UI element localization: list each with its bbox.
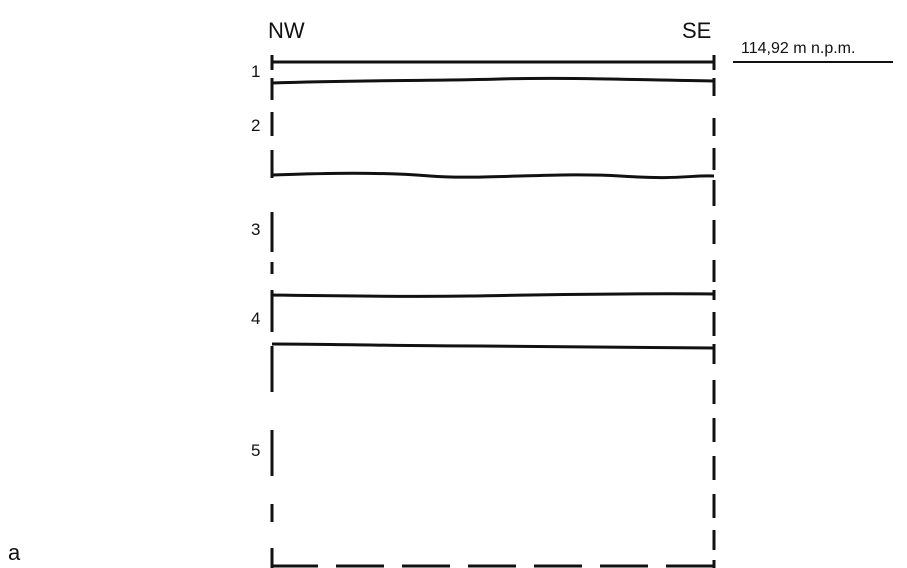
layer-boundary-1-2 — [271, 76, 715, 85]
layer-number-4: 4 — [251, 309, 260, 328]
elevation-label: 114,92 m n.p.m. — [741, 40, 855, 57]
layer-boundary-4-5 — [271, 342, 715, 350]
direction-label-se: SE — [682, 18, 711, 43]
panel-label: a — [8, 540, 21, 565]
layer-number-3: 3 — [251, 220, 260, 239]
layer-number-1: 1 — [251, 62, 260, 81]
layer-boundary-3-4 — [271, 292, 715, 298]
layer-boundary-2-3 — [271, 171, 715, 180]
direction-label-nw: NW — [268, 18, 305, 43]
layer-number-5: 5 — [251, 441, 260, 460]
layer-number-2: 2 — [251, 116, 260, 135]
